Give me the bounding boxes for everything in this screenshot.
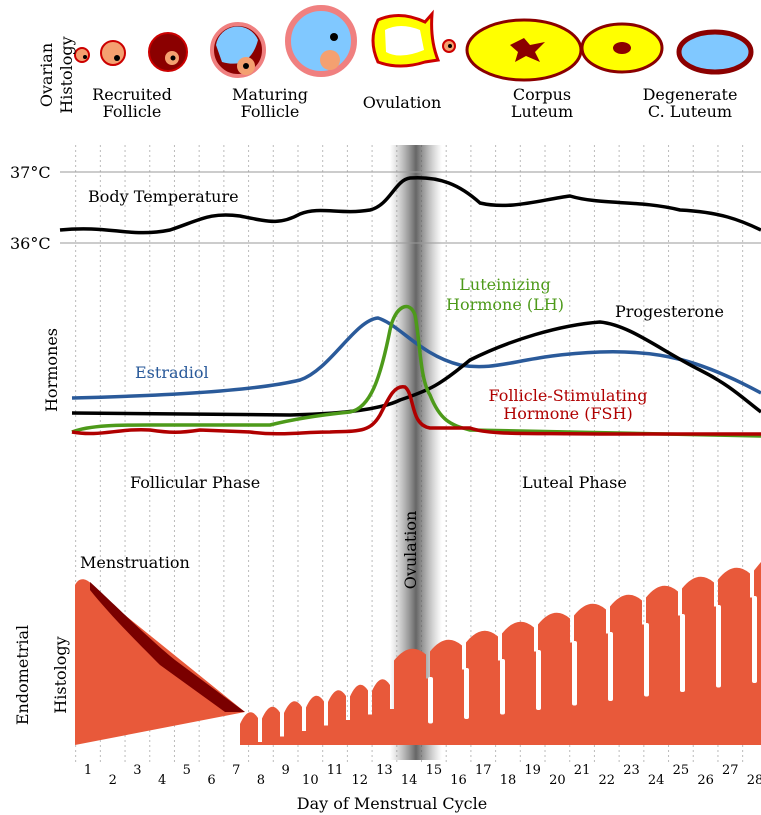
day-label: 22 <box>599 773 616 788</box>
day-label: 13 <box>376 763 393 778</box>
estradiol-label: Estradiol <box>135 363 209 382</box>
lh-label: Hormone (LH) <box>446 295 564 314</box>
lh-label: Luteinizing <box>459 275 550 294</box>
day-label: 20 <box>549 773 566 788</box>
day-label: 24 <box>648 773 665 788</box>
day-label: 14 <box>401 773 418 788</box>
day-label: 23 <box>623 763 640 778</box>
endometrium-label-line: Histology <box>51 636 70 713</box>
temp-low: 36°C <box>10 234 51 253</box>
day-label: 10 <box>302 773 319 788</box>
temp-high: 37°C <box>10 163 51 182</box>
fsh-label: Follicle-Stimulating <box>489 386 648 405</box>
ovulation-label-line: Ovulation <box>401 511 420 590</box>
gap <box>536 650 541 710</box>
day-label: 3 <box>133 763 141 778</box>
day-label: 11 <box>327 763 344 778</box>
menstruation-label: Menstruation <box>80 553 190 572</box>
stage-label: C. Luteum <box>648 102 732 121</box>
day-label: 27 <box>722 763 739 778</box>
ovarian-label-line: Ovarian <box>37 43 56 107</box>
gap <box>752 596 757 683</box>
gap <box>608 632 613 701</box>
gap <box>500 659 505 715</box>
day-label: 5 <box>183 763 191 778</box>
gap <box>428 677 433 724</box>
day-label: 16 <box>450 773 467 788</box>
day-label: 12 <box>351 773 368 788</box>
day-label: 25 <box>673 763 690 778</box>
day-label: 7 <box>232 763 240 778</box>
day-label: 1 <box>84 763 92 778</box>
ovarian-icons <box>75 8 751 80</box>
stage-label: Ovulation <box>363 93 442 112</box>
day-label: 21 <box>574 763 591 778</box>
day-label: 17 <box>475 763 492 778</box>
gap <box>464 668 469 719</box>
stage-label: Follicle <box>241 102 300 121</box>
follicular-label: Follicular Phase <box>130 473 260 492</box>
x-axis-label: Day of Menstrual Cycle <box>297 794 487 813</box>
gap <box>644 623 649 697</box>
day-label: 28 <box>747 773 761 788</box>
gap <box>572 641 577 706</box>
ovarian-label-line: Histology <box>57 36 76 113</box>
hormones-label-line: Hormones <box>42 328 61 412</box>
endometrium-label-line: Endometrial <box>13 625 32 725</box>
fsh-label: Hormone (FSH) <box>503 404 632 423</box>
gap <box>680 614 685 692</box>
stage-label: Luteum <box>511 102 573 121</box>
gap <box>716 605 721 688</box>
day-label: 26 <box>697 773 714 788</box>
day-label: 8 <box>257 773 265 788</box>
stage-label: Follicle <box>103 102 162 121</box>
day-label: 15 <box>426 763 443 778</box>
temp-label: Body Temperature <box>88 187 239 206</box>
day-label: 9 <box>281 763 289 778</box>
day-label: 19 <box>524 763 541 778</box>
endometrium-label: Endometrial Histology <box>13 625 70 725</box>
diagram: OvarianHistologyRecruitedFollicleMaturin… <box>0 0 761 815</box>
luteal-label: Luteal Phase <box>522 473 627 492</box>
day-label: 4 <box>158 773 166 788</box>
day-label: 18 <box>500 773 517 788</box>
day-label: 2 <box>109 773 117 788</box>
day-label: 6 <box>207 773 215 788</box>
hormones-label: Hormones <box>42 328 61 412</box>
progesterone-label: Progesterone <box>615 302 724 321</box>
ovulation-label: Ovulation <box>401 511 420 590</box>
